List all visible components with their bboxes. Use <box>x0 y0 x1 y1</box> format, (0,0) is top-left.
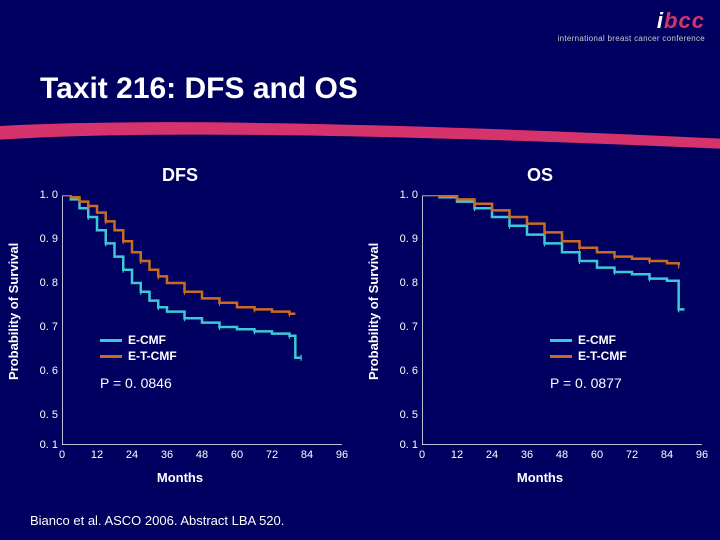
logo: ibcc international breast cancer confere… <box>558 8 705 43</box>
legend-label: E-CMF <box>578 333 616 347</box>
legend-item-ecmf: E-CMF <box>550 333 627 347</box>
x-tick: 24 <box>126 449 138 461</box>
y-tick: 0. 9 <box>392 233 418 245</box>
logo-letter-c2: c <box>692 8 705 33</box>
legend-swatch <box>100 355 122 358</box>
x-tick: 84 <box>661 449 673 461</box>
x-tick: 72 <box>626 449 638 461</box>
y-tick: 0. 8 <box>392 277 418 289</box>
x-tick: 60 <box>231 449 243 461</box>
x-tick: 0 <box>419 449 425 461</box>
swoosh-decoration <box>0 110 720 150</box>
header: ibcc international breast cancer confere… <box>0 0 720 150</box>
x-tick: 12 <box>91 449 103 461</box>
x-tick: 72 <box>266 449 278 461</box>
y-tick: 0. 8 <box>32 277 58 289</box>
y-tick: 0. 5 <box>392 409 418 421</box>
y-tick: 0. 1 <box>32 439 58 451</box>
y-tick: 0. 1 <box>392 439 418 451</box>
x-tick: 48 <box>196 449 208 461</box>
x-tick: 96 <box>696 449 708 461</box>
legend-item-ecmf: E-CMF <box>100 333 177 347</box>
series-etcmf <box>62 195 295 314</box>
x-tick: 24 <box>486 449 498 461</box>
legend-swatch <box>550 339 572 342</box>
logo-subtitle: international breast cancer conference <box>558 34 705 43</box>
x-tick: 0 <box>59 449 65 461</box>
legend-label: E-T-CMF <box>578 349 627 363</box>
y-tick: 0. 6 <box>32 365 58 377</box>
chart-dfs: DFS Probability of Survival 1. 0 0. 9 0. 8 0.… <box>0 165 360 495</box>
y-axis-label: Probability of Survival <box>6 243 21 380</box>
series-ecmf <box>62 195 301 358</box>
legend-swatch <box>100 339 122 342</box>
y-tick: 0. 7 <box>32 321 58 333</box>
slide-title: Taxit 216: DFS and OS <box>40 72 358 106</box>
y-tick: 0. 7 <box>392 321 418 333</box>
y-tick: 1. 0 <box>392 189 418 201</box>
x-tick: 84 <box>301 449 313 461</box>
logo-letter-i: i <box>657 8 664 33</box>
x-tick: 96 <box>336 449 348 461</box>
series-ecmf <box>422 195 685 309</box>
p-value: P = 0. 0846 <box>100 375 172 391</box>
legend-label: E-CMF <box>128 333 166 347</box>
survival-plot <box>62 195 342 445</box>
y-tick: 0. 9 <box>32 233 58 245</box>
y-axis-label: Probability of Survival <box>366 243 381 380</box>
x-axis-label: Months <box>0 470 360 485</box>
charts-container: DFS Probability of Survival 1. 0 0. 9 0. 8 0.… <box>0 165 720 495</box>
y-tick: 1. 0 <box>32 189 58 201</box>
legend-item-etcmf: E-T-CMF <box>100 349 177 363</box>
chart-title: DFS <box>0 165 360 186</box>
series-etcmf <box>422 195 679 265</box>
y-tick: 0. 5 <box>32 409 58 421</box>
citation: Bianco et al. ASCO 2006. Abstract LBA 52… <box>30 513 284 528</box>
x-tick: 36 <box>161 449 173 461</box>
legend-swatch <box>550 355 572 358</box>
y-tick: 0. 6 <box>392 365 418 377</box>
logo-letter-c1: c <box>679 8 692 33</box>
legend: E-CMF E-T-CMF <box>100 333 177 365</box>
survival-plot <box>422 195 702 445</box>
chart-os: OS Probability of Survival 1. 0 0. 9 0. 8 0. … <box>360 165 720 495</box>
x-axis-label: Months <box>360 470 720 485</box>
logo-letter-b: b <box>664 8 678 33</box>
x-tick: 48 <box>556 449 568 461</box>
p-value: P = 0. 0877 <box>550 375 622 391</box>
legend: E-CMF E-T-CMF <box>550 333 627 365</box>
legend-item-etcmf: E-T-CMF <box>550 349 627 363</box>
chart-title: OS <box>360 165 720 186</box>
x-tick: 12 <box>451 449 463 461</box>
legend-label: E-T-CMF <box>128 349 177 363</box>
x-tick: 36 <box>521 449 533 461</box>
x-tick: 60 <box>591 449 603 461</box>
logo-text: ibcc <box>558 8 705 34</box>
